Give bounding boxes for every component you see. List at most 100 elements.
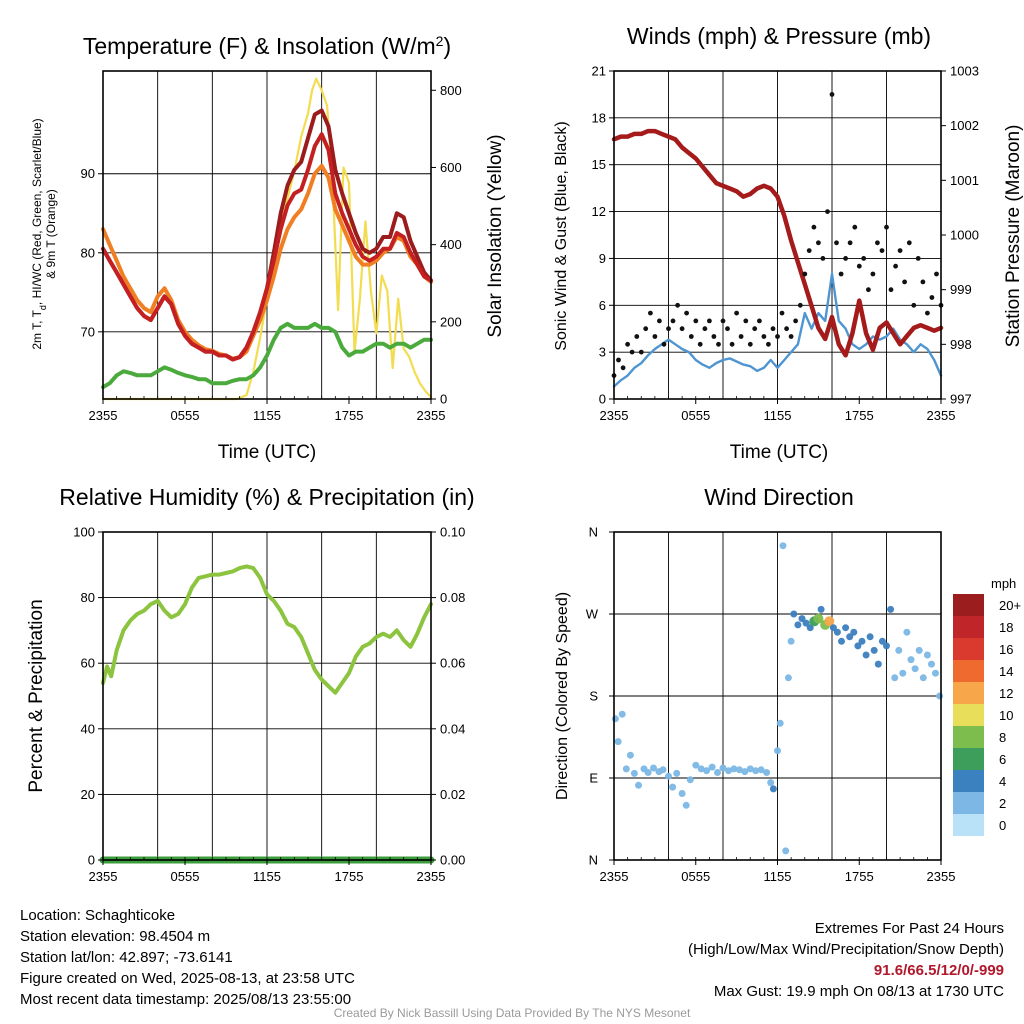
- gust-point: [657, 318, 662, 324]
- direction-panel-title: Wind Direction: [704, 484, 854, 510]
- y-tick-label-right: 1002: [950, 118, 979, 133]
- y-tick-label-right: 1003: [950, 64, 979, 79]
- y-tick-label-left: 70: [81, 324, 95, 339]
- gust-point: [684, 310, 689, 316]
- station-pressure-line: [611, 128, 944, 358]
- temperature-axes: 2355 0555 1155 1755 2355 70 80 90 0 200 400 600 800: [81, 70, 462, 423]
- direction-point: [630, 769, 638, 777]
- x-tick-label: 0555: [681, 408, 710, 423]
- direction-point: [686, 776, 694, 784]
- direction-point: [741, 768, 749, 776]
- nine-m-temperature-line: [101, 163, 433, 361]
- colorbar-label: 8: [999, 730, 1006, 745]
- direction-point: [650, 764, 657, 772]
- direction-point: [779, 542, 787, 550]
- direction-point: [752, 767, 760, 775]
- colorbar-label: 12: [999, 686, 1013, 701]
- temperature-left-label-line2: & 9m T (Orange): [44, 189, 58, 279]
- gust-point: [906, 240, 912, 246]
- gust-point: [620, 365, 626, 371]
- direction-point: [858, 637, 866, 645]
- gust-point: [866, 287, 871, 293]
- relative-humidity-line: [101, 564, 433, 695]
- station-latlon: Station lat/lon: 42.897; -73.6141: [20, 949, 233, 966]
- gust-point: [734, 310, 739, 316]
- direction-point: [883, 642, 890, 650]
- colorbar-title: mph: [991, 576, 1016, 591]
- colorbar-swatch: [953, 616, 984, 638]
- gust-point: [666, 326, 671, 332]
- gust-point: [929, 295, 935, 300]
- direction-point: [817, 605, 825, 613]
- direction-point: [850, 628, 858, 636]
- winds-x-label: Time (UTC): [730, 442, 829, 463]
- speed-colorbar: mph 20+ 18 16 14 12 10 8 6 4 2 0: [953, 576, 1021, 836]
- gust-point: [852, 224, 858, 230]
- colorbar-label: 2: [999, 796, 1006, 811]
- gust-point: [806, 248, 812, 254]
- gust-point: [779, 310, 785, 316]
- y-tick-label-left: 90: [81, 166, 95, 181]
- y-tick-label-right: 0.10: [440, 525, 465, 540]
- gust-point: [893, 263, 898, 269]
- direction-point: [703, 767, 711, 775]
- direction-point: [735, 766, 743, 774]
- x-tick-label: 1155: [764, 408, 792, 423]
- gust-point: [856, 263, 862, 269]
- direction-point: [790, 610, 798, 618]
- gust-point: [825, 209, 830, 215]
- direction-point: [635, 781, 642, 789]
- direction-point: [829, 624, 837, 632]
- gust-point: [638, 349, 644, 355]
- colorbar-label: 16: [999, 642, 1013, 657]
- direction-point: [659, 766, 667, 774]
- y-tick-label-right: 600: [440, 160, 462, 175]
- direction-point: [919, 674, 927, 682]
- temperature-left-label-line1: 2m T, Td, HI/WC (Red, Green, Scarlet/Blu…: [30, 118, 48, 349]
- colorbar-label: 10: [999, 708, 1013, 723]
- gust-point: [720, 318, 726, 324]
- y-tick-label-right: 400: [440, 237, 462, 252]
- dew-point-line: [101, 321, 433, 390]
- y-tick-label-right: 0.04: [440, 721, 465, 736]
- y-tick-label-right: 999: [950, 282, 972, 297]
- gust-point: [747, 341, 753, 347]
- direction-point: [833, 628, 841, 636]
- direction-point: [774, 747, 781, 755]
- humidity-panel: Relative Humidity (%) & Precipitation (i…: [26, 484, 475, 884]
- gust-point: [897, 248, 903, 254]
- direction-panel: Wind Direction 2355 0555 1155 1755 2355NESWN…: [554, 484, 1021, 884]
- colorbar-label: 0: [999, 818, 1006, 833]
- colorbar-label: 4: [999, 774, 1006, 789]
- y-tick-label-right: 0.06: [440, 656, 465, 671]
- direction-point: [746, 765, 754, 773]
- gust-point: [797, 302, 803, 308]
- x-tick-label: 1755: [845, 869, 874, 884]
- extremes-info: Extremes For Past 24 Hours (High/Low/Max…: [688, 918, 1004, 1002]
- direction-point: [784, 674, 792, 682]
- y-tick-label-right: 997: [950, 392, 972, 407]
- gust-point: [711, 334, 717, 339]
- colorbar-swatch: [953, 660, 984, 682]
- y-tick-label-left: 60: [81, 656, 95, 671]
- gust-point: [652, 334, 658, 339]
- y-tick-label-left: 21: [592, 64, 606, 79]
- direction-grid: [613, 532, 942, 860]
- direction-point: [907, 656, 915, 664]
- direction-point: [673, 769, 681, 777]
- direction-point: [757, 766, 765, 774]
- direction-point: [802, 619, 810, 627]
- credit-line: Created By Nick Bassill Using Data Provi…: [333, 1006, 691, 1020]
- direction-point: [891, 674, 899, 682]
- direction-point: [719, 764, 727, 772]
- y-tick-label-left: 15: [592, 157, 606, 172]
- direction-point: [915, 646, 923, 654]
- gust-point: [702, 326, 708, 332]
- station-elevation: Station elevation: 98.4504 m: [20, 928, 211, 945]
- y-tick-label-left: 100: [73, 525, 95, 540]
- direction-point: [870, 646, 878, 654]
- gust-point: [693, 318, 699, 324]
- gust-point: [934, 271, 939, 277]
- gust-point: [843, 256, 848, 261]
- gust-point: [861, 256, 867, 261]
